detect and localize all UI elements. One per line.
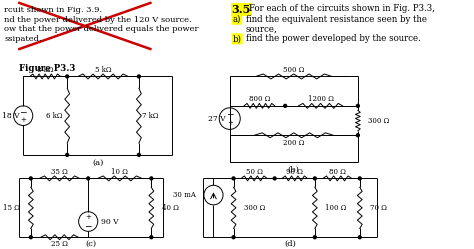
- Text: 300 Ω: 300 Ω: [368, 117, 390, 124]
- Text: 90 V: 90 V: [100, 218, 118, 226]
- Text: nd the power delivered by the 120 V source.: nd the power delivered by the 120 V sour…: [4, 16, 191, 24]
- Circle shape: [284, 104, 287, 107]
- Circle shape: [313, 236, 316, 239]
- Text: rcuit shown in Fig. 3.9.: rcuit shown in Fig. 3.9.: [4, 6, 102, 14]
- Text: +: +: [85, 214, 91, 220]
- Text: 1200 Ω: 1200 Ω: [308, 95, 334, 103]
- Text: 6 kΩ: 6 kΩ: [46, 112, 62, 120]
- Text: 18 V: 18 V: [2, 112, 19, 120]
- Text: a): a): [233, 15, 241, 24]
- Text: 25 Ω: 25 Ω: [51, 240, 68, 248]
- Text: 10 Ω: 10 Ω: [111, 168, 128, 176]
- Circle shape: [87, 177, 90, 180]
- Text: 90 Ω: 90 Ω: [286, 168, 303, 176]
- Text: 800 Ω: 800 Ω: [249, 95, 270, 103]
- Circle shape: [29, 177, 32, 180]
- Text: 7 kΩ: 7 kΩ: [142, 112, 159, 120]
- Text: source,: source,: [246, 24, 278, 34]
- Text: (b): (b): [288, 166, 300, 174]
- Text: 300 Ω: 300 Ω: [244, 204, 265, 212]
- Circle shape: [356, 104, 359, 107]
- Text: ow that the power delivered equals the power: ow that the power delivered equals the p…: [4, 25, 199, 33]
- Text: 35 Ω: 35 Ω: [51, 168, 68, 176]
- Circle shape: [232, 236, 235, 239]
- Text: 5 kΩ: 5 kΩ: [95, 65, 111, 74]
- Text: 100 Ω: 100 Ω: [325, 204, 346, 212]
- Text: b): b): [233, 34, 242, 43]
- Circle shape: [150, 177, 153, 180]
- Text: (a): (a): [92, 159, 103, 167]
- Text: 70 Ω: 70 Ω: [370, 204, 387, 212]
- Circle shape: [66, 75, 69, 78]
- Text: ssipated.: ssipated.: [4, 35, 42, 43]
- Circle shape: [313, 177, 316, 180]
- Text: 27 V: 27 V: [208, 115, 225, 123]
- Text: 200 Ω: 200 Ω: [283, 139, 304, 147]
- Text: −: −: [19, 107, 27, 116]
- Text: 8 kΩ: 8 kΩ: [37, 65, 54, 74]
- Text: (d): (d): [284, 240, 296, 248]
- Text: 500 Ω: 500 Ω: [283, 65, 304, 74]
- Text: (c): (c): [85, 240, 97, 248]
- Text: Figure P3.3: Figure P3.3: [19, 64, 76, 73]
- Circle shape: [358, 177, 361, 180]
- Text: −: −: [226, 109, 234, 118]
- Text: 80 Ω: 80 Ω: [329, 168, 346, 176]
- Text: 3.5: 3.5: [232, 4, 251, 15]
- Text: 40 Ω: 40 Ω: [162, 204, 179, 212]
- Text: For each of the circuits shown in Fig. P3.3,: For each of the circuits shown in Fig. P…: [249, 4, 435, 13]
- Circle shape: [358, 236, 361, 239]
- Circle shape: [66, 153, 69, 156]
- Text: +: +: [227, 121, 233, 126]
- Text: 15 Ω: 15 Ω: [3, 204, 20, 212]
- Circle shape: [356, 134, 359, 137]
- Text: −: −: [84, 221, 92, 230]
- Text: find the equivalent resistance seen by the: find the equivalent resistance seen by t…: [246, 15, 427, 24]
- Text: 30 mA: 30 mA: [173, 191, 196, 199]
- Circle shape: [232, 177, 235, 180]
- Circle shape: [29, 236, 32, 239]
- Circle shape: [273, 177, 276, 180]
- Text: +: +: [20, 117, 26, 123]
- Circle shape: [137, 75, 140, 78]
- Circle shape: [137, 153, 140, 156]
- Text: find the power developed by the source.: find the power developed by the source.: [246, 34, 421, 43]
- Circle shape: [150, 236, 153, 239]
- Text: 50 Ω: 50 Ω: [246, 168, 263, 176]
